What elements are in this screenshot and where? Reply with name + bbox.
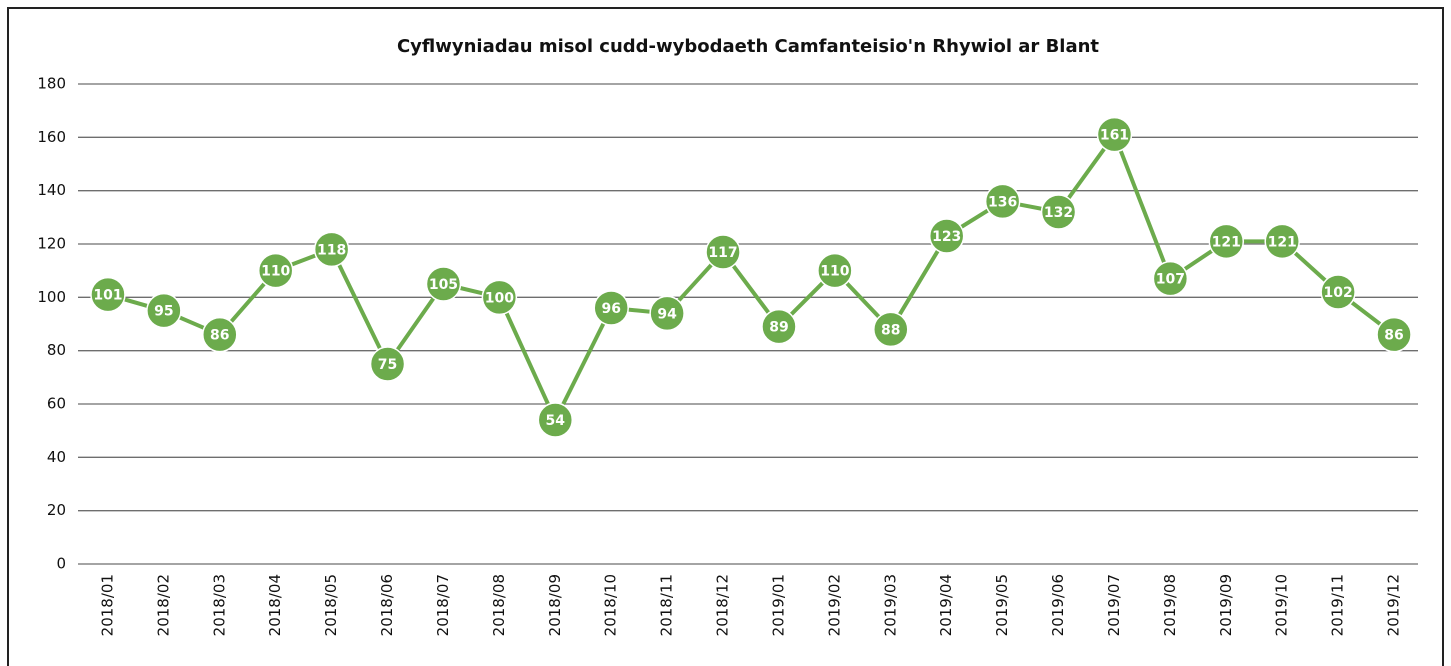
x-tick-label: 2019/02 <box>825 574 843 636</box>
marker <box>817 252 853 289</box>
value-label: 118 <box>317 242 346 258</box>
value-label: 105 <box>429 277 458 293</box>
y-tick-label: 80 <box>47 341 66 359</box>
y-tick-label: 20 <box>47 501 66 519</box>
y-tick-label: 140 <box>37 181 66 199</box>
x-tick-label: 2018/05 <box>322 574 340 636</box>
marker <box>1320 274 1356 310</box>
marker <box>761 308 797 345</box>
marker <box>928 218 965 254</box>
value-label: 161 <box>1100 128 1129 144</box>
x-tick-label: 2019/07 <box>1105 574 1123 636</box>
value-label: 86 <box>210 328 229 344</box>
x-tick-label: 2019/10 <box>1273 574 1291 636</box>
x-tick-label: 2019/05 <box>993 574 1011 636</box>
marker <box>202 316 238 353</box>
marker <box>705 234 741 270</box>
value-label: 121 <box>1268 234 1297 250</box>
marker <box>537 402 574 438</box>
y-tick-label: 100 <box>37 288 66 306</box>
x-tick-label: 2018/10 <box>602 574 620 636</box>
x-tick-label: 2019/11 <box>1329 574 1347 636</box>
x-tick-label: 2019/04 <box>937 574 955 636</box>
value-label: 54 <box>546 413 566 429</box>
value-label: 110 <box>820 264 849 280</box>
chart-frame <box>7 7 1444 666</box>
x-tick-label: 2018/09 <box>546 574 564 636</box>
value-label: 96 <box>601 301 620 317</box>
marker <box>90 276 126 313</box>
value-label: 86 <box>1384 328 1403 344</box>
value-label: 95 <box>154 304 173 320</box>
x-tick-label: 2019/08 <box>1161 574 1179 636</box>
marker <box>649 295 685 332</box>
x-tick-label: 2019/03 <box>881 574 899 636</box>
value-label: 75 <box>378 357 397 373</box>
marker <box>873 311 909 348</box>
marker <box>1208 223 1245 260</box>
marker <box>1152 260 1189 297</box>
marker <box>1040 194 1077 230</box>
marker <box>425 266 462 302</box>
x-tick-label: 2018/03 <box>210 574 228 636</box>
x-tick-label: 2018/08 <box>490 574 508 636</box>
y-tick-label: 40 <box>47 448 66 466</box>
x-tick-label: 2018/12 <box>714 574 732 636</box>
value-label: 88 <box>881 322 900 338</box>
value-label: 136 <box>988 194 1017 210</box>
marker <box>313 231 350 268</box>
value-label: 117 <box>708 245 737 261</box>
x-tick-label: 2018/07 <box>434 574 452 636</box>
value-label: 132 <box>1044 205 1073 221</box>
y-tick-label: 160 <box>37 128 66 146</box>
x-tick-label: 2019/01 <box>769 574 787 636</box>
value-label: 102 <box>1324 285 1353 301</box>
marker <box>984 183 1021 220</box>
marker <box>146 292 182 329</box>
marker <box>481 279 518 316</box>
marker <box>369 346 406 382</box>
y-tick-label: 60 <box>47 395 66 413</box>
x-tick-label: 2018/01 <box>98 574 116 636</box>
y-tick-label: 120 <box>37 235 66 253</box>
marker <box>1264 223 1300 260</box>
marker <box>257 252 294 289</box>
value-label: 101 <box>93 288 122 304</box>
x-tick-label: 2018/11 <box>658 574 676 636</box>
value-label: 100 <box>485 290 514 306</box>
marker <box>1096 116 1133 153</box>
y-tick-label: 0 <box>56 555 66 573</box>
chart-title: Cyflwyniadau misol cudd-wybodaeth Camfan… <box>397 36 1099 57</box>
x-tick-label: 2019/09 <box>1217 574 1235 636</box>
x-tick-label: 2018/06 <box>378 574 396 636</box>
value-label: 110 <box>261 264 290 280</box>
value-label: 121 <box>1212 234 1241 250</box>
x-tick-label: 2019/12 <box>1385 574 1403 636</box>
value-label: 94 <box>657 306 677 322</box>
value-label: 89 <box>769 320 788 336</box>
value-label: 107 <box>1156 272 1185 288</box>
marker <box>593 290 629 326</box>
y-tick-label: 180 <box>37 75 66 93</box>
value-label: 123 <box>932 229 961 245</box>
x-tick-label: 2019/06 <box>1049 574 1067 636</box>
marker <box>1376 316 1412 353</box>
x-tick-label: 2018/02 <box>154 574 172 636</box>
x-tick-label: 2018/04 <box>266 574 284 636</box>
